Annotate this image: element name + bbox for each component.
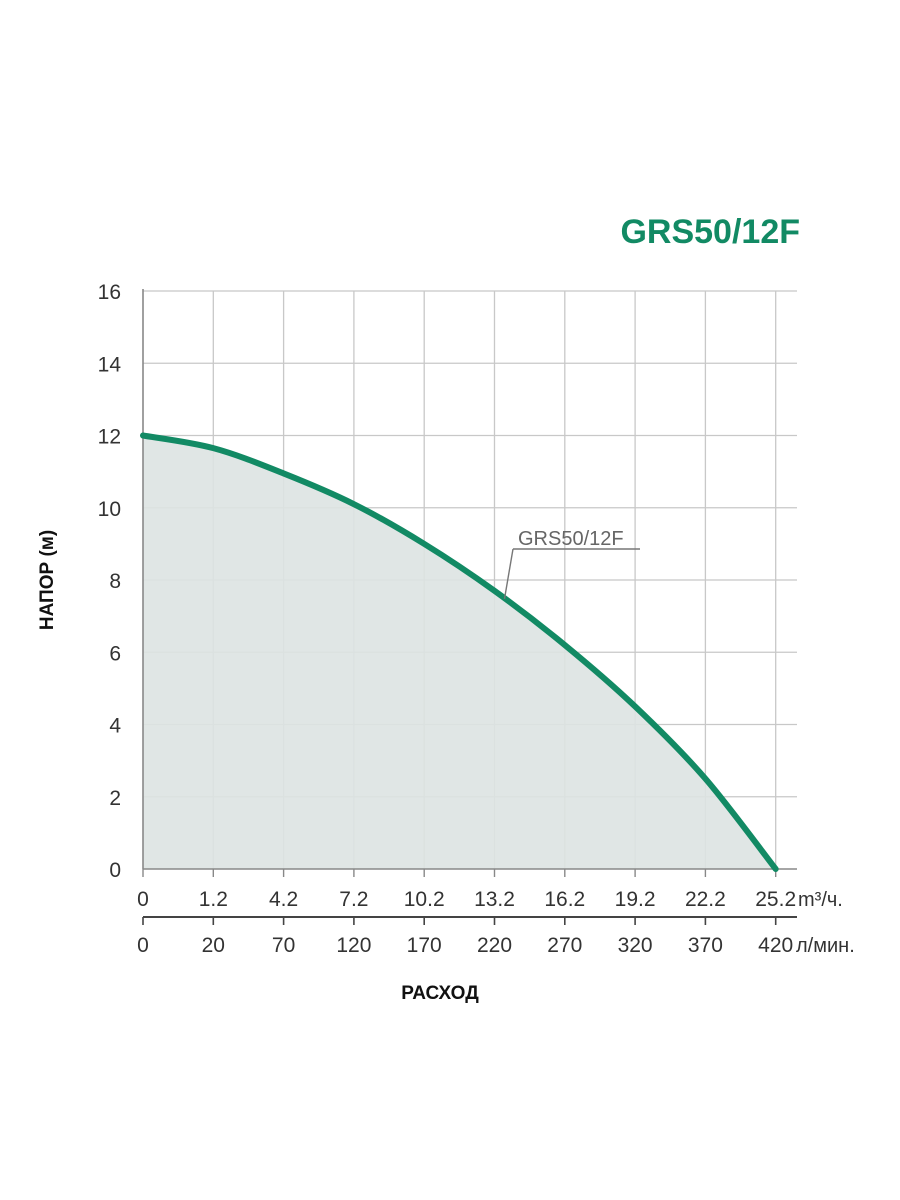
x-tick-label-secondary: 20 (202, 934, 225, 957)
area-layer (143, 435, 776, 869)
x-unit-secondary: л/мин. (796, 935, 855, 957)
x-axis-label: РАСХОД (401, 983, 479, 1004)
x-unit-primary: m³/ч. (798, 889, 843, 911)
x-tick-label-primary: 19.2 (615, 888, 656, 911)
series-label: GRS50/12F (518, 528, 624, 550)
axes (142, 289, 797, 925)
y-axis-label: НАПОР (м) (37, 530, 58, 630)
callout-leader (503, 548, 514, 599)
chart-title: GRS50/12F (620, 213, 800, 251)
line-layer (140, 432, 779, 872)
x-tick-label-primary: 7.2 (339, 888, 368, 911)
x-tick-label-secondary: 420 (758, 934, 793, 957)
x-tick-label-secondary: 270 (547, 934, 582, 957)
x-tick-label-secondary: 220 (477, 934, 512, 957)
y-tick-label: 8 (109, 570, 121, 593)
tick-labels: 0 2 4 6 8 10 12 14 16 0 1.2 4.2 7.2 10.2 13.2 16.2 19.2 2… (98, 281, 855, 957)
x-tick-label-primary: 1.2 (199, 888, 228, 911)
y-tick-label: 16 (98, 281, 121, 304)
x-tick-label-primary: 0 (137, 888, 149, 911)
x-tick-label-secondary: 120 (336, 934, 371, 957)
x-tick-label-secondary: 70 (272, 934, 295, 957)
x-tick-label-primary: 16.2 (544, 888, 585, 911)
series-callout: GRS50/12F (503, 528, 640, 599)
y-tick-label: 14 (98, 353, 122, 376)
x-tick-label-primary: 22.2 (685, 888, 726, 911)
x-tick-label-primary: 13.2 (474, 888, 515, 911)
x-tick-label-primary: 4.2 (269, 888, 298, 911)
x-tick-label-secondary: 320 (618, 934, 653, 957)
y-tick-label: 2 (109, 787, 121, 810)
x-tick-label-secondary: 0 (137, 934, 149, 957)
series-line (140, 432, 779, 872)
x-tick-label-primary: 10.2 (404, 888, 445, 911)
y-tick-label: 10 (98, 498, 121, 521)
x-tick-label-primary: 25.2 (755, 888, 796, 911)
x-tick-label-secondary: 370 (688, 934, 723, 957)
y-tick-label: 6 (109, 642, 121, 665)
x-tick-label-secondary: 170 (407, 934, 442, 957)
area-fill (143, 435, 776, 869)
y-tick-label: 0 (109, 859, 121, 882)
y-tick-label: 4 (109, 715, 121, 738)
y-tick-label: 12 (98, 426, 121, 449)
